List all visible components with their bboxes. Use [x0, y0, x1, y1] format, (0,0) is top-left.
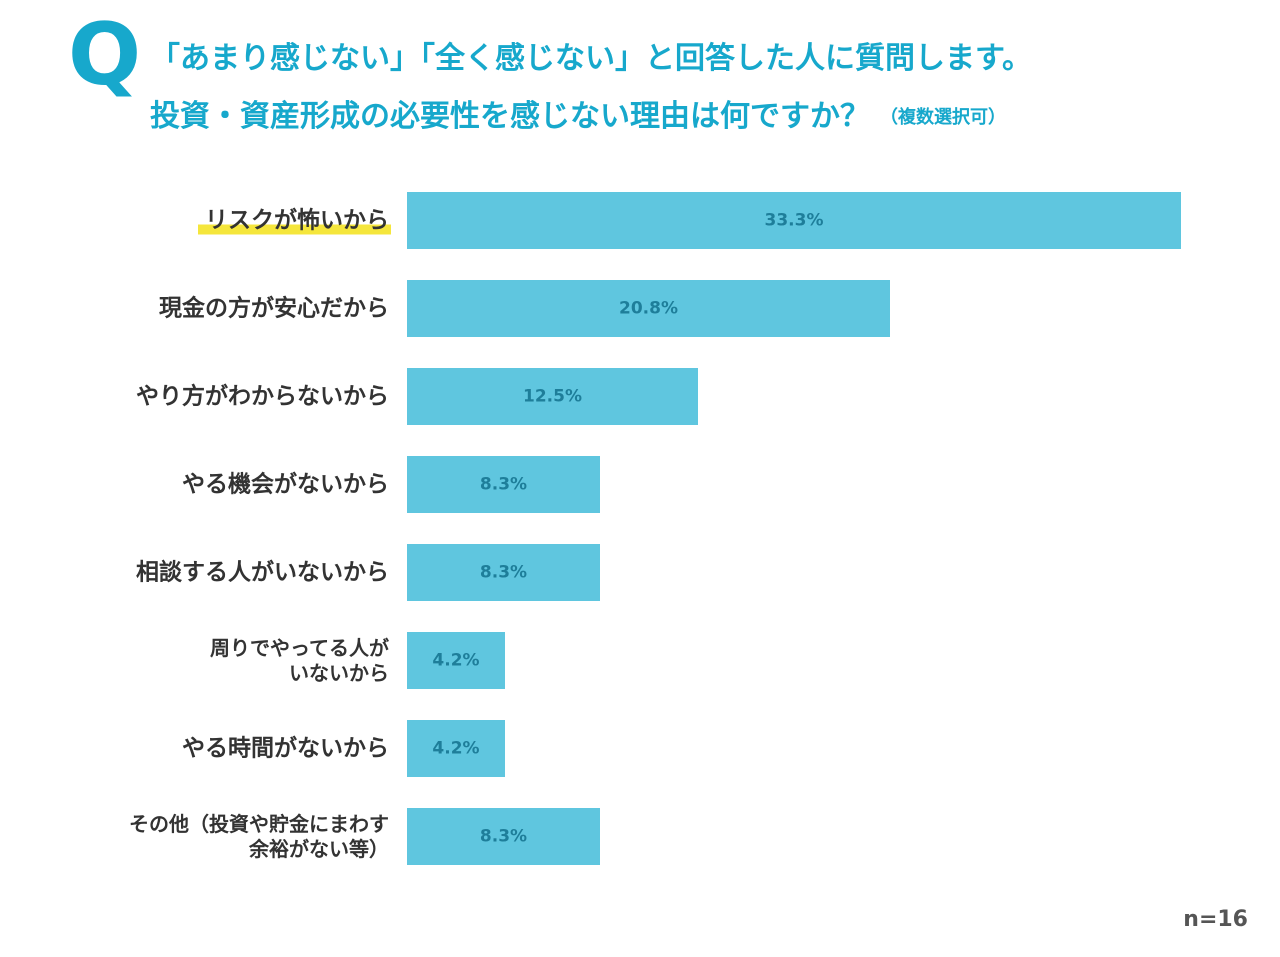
bar-row: 相談する人がいないから 8.3% [136, 544, 600, 601]
value-label: 8.3% [480, 475, 527, 495]
bar [407, 280, 890, 337]
value-label: 8.3% [480, 827, 527, 847]
value-label: 33.3% [765, 211, 824, 231]
bar-row: やる機会がないから 8.3% [182, 456, 600, 513]
bar [407, 368, 698, 425]
question-title-main: 投資・資産形成の必要性を感じない理由は何ですか？ [150, 99, 870, 134]
sample-size-label: n=16 [1183, 907, 1248, 932]
value-label: 4.2% [432, 651, 479, 671]
category-label: いないから [289, 661, 389, 685]
bar [407, 632, 505, 689]
category-label: 相談する人がいないから [136, 559, 389, 586]
question-title-line-1: 「あまり感じない」「全く感じない」と回答した人に質問します。 [150, 41, 1032, 76]
value-label: 12.5% [523, 387, 582, 407]
category-label: やる機会がないから [182, 471, 389, 498]
bar [407, 192, 1181, 249]
category-label: その他（投資や貯金にまわす [129, 812, 389, 836]
category-label: 周りでやってる人が [210, 636, 389, 660]
multiple-choice-note: （複数選択可） [880, 107, 1006, 128]
bar [407, 808, 600, 865]
value-label: 8.3% [480, 563, 527, 583]
bar-row: 現金の方が安心だから 20.8% [159, 280, 890, 337]
category-label: リスクが怖いから [205, 207, 389, 234]
bar-row: やる時間がないから 4.2% [182, 720, 505, 777]
bar [407, 720, 505, 777]
bar-row: やり方がわからないから 12.5% [136, 368, 698, 425]
bar [407, 456, 600, 513]
value-label: 4.2% [432, 739, 479, 759]
bar [407, 544, 600, 601]
question-title-line-2: 投資・資産形成の必要性を感じない理由は何ですか？ （複数選択可） [150, 102, 1006, 132]
bar-row: リスクが怖いから 33.3% [198, 192, 1181, 249]
category-label: やる時間がないから [182, 735, 389, 762]
question-mark-icon: Q [68, 5, 141, 105]
category-label: 余裕がない等） [248, 837, 389, 861]
category-label: 現金の方が安心だから [159, 295, 389, 322]
category-highlight [198, 224, 391, 235]
value-label: 20.8% [619, 299, 678, 319]
category-label: やり方がわからないから [136, 383, 389, 410]
